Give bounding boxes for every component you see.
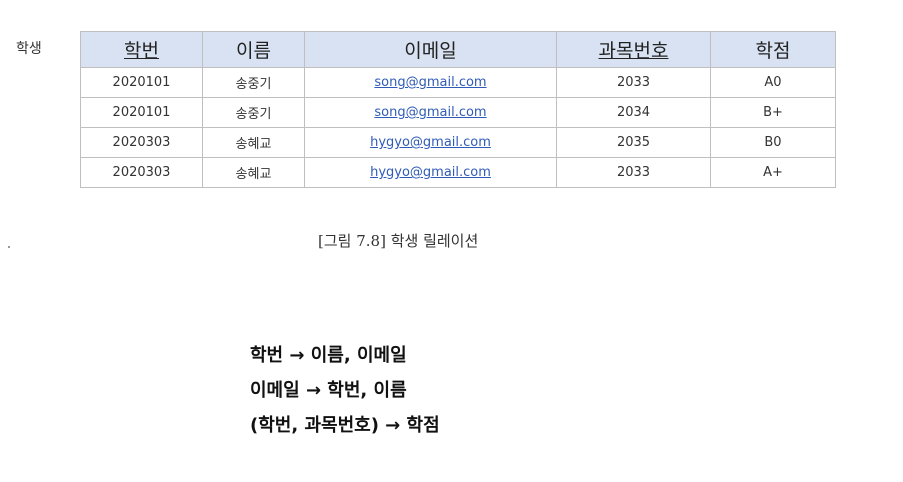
functional-dependency-3: (학번, 과목번호) → 학점: [250, 415, 440, 436]
cell-grade: A+: [710, 157, 836, 188]
cell-email: song@gmail.com: [304, 97, 557, 128]
email-link[interactable]: song@gmail.com: [374, 105, 487, 120]
cell-name: 송중기: [202, 97, 305, 128]
header-name: 이름: [202, 31, 305, 68]
table-row: 2020101 송중기 song@gmail.com 2033 A0: [80, 67, 836, 98]
stray-dot: [8, 246, 10, 248]
figure-caption: [그림 7.8] 학생 릴레이션: [318, 232, 479, 250]
table-row: 2020303 송혜교 hygyo@gmail.com 2033 A+: [80, 157, 836, 188]
cell-email: hygyo@gmail.com: [304, 157, 557, 188]
cell-course-id: 2033: [556, 67, 711, 98]
email-link[interactable]: song@gmail.com: [374, 75, 487, 90]
email-link[interactable]: hygyo@gmail.com: [370, 165, 491, 180]
cell-grade: A0: [710, 67, 836, 98]
table-header-row: 학번 이름 이메일 과목번호 학점: [80, 31, 836, 68]
student-relation-table: 학번 이름 이메일 과목번호 학점 2020101 송중기 song@gmail…: [80, 31, 836, 188]
cell-grade: B0: [710, 127, 836, 158]
functional-dependency-2: 이메일 → 학번, 이름: [250, 380, 407, 401]
header-course-id: 과목번호: [556, 31, 711, 68]
header-grade: 학점: [710, 31, 836, 68]
table-row: 2020101 송중기 song@gmail.com 2034 B+: [80, 97, 836, 128]
functional-dependency-1: 학번 → 이름, 이메일: [250, 345, 407, 366]
cell-course-id: 2033: [556, 157, 711, 188]
cell-name: 송중기: [202, 67, 305, 98]
header-student-id: 학번: [80, 31, 203, 68]
cell-course-id: 2035: [556, 127, 711, 158]
relation-name-label: 학생: [16, 41, 42, 57]
header-email: 이메일: [304, 31, 557, 68]
cell-student-id: 2020101: [80, 97, 203, 128]
cell-student-id: 2020101: [80, 67, 203, 98]
email-link[interactable]: hygyo@gmail.com: [370, 135, 491, 150]
cell-student-id: 2020303: [80, 157, 203, 188]
cell-course-id: 2034: [556, 97, 711, 128]
cell-name: 송혜교: [202, 127, 305, 158]
cell-name: 송혜교: [202, 157, 305, 188]
cell-email: hygyo@gmail.com: [304, 127, 557, 158]
cell-grade: B+: [710, 97, 836, 128]
cell-student-id: 2020303: [80, 127, 203, 158]
table-row: 2020303 송혜교 hygyo@gmail.com 2035 B0: [80, 127, 836, 158]
cell-email: song@gmail.com: [304, 67, 557, 98]
